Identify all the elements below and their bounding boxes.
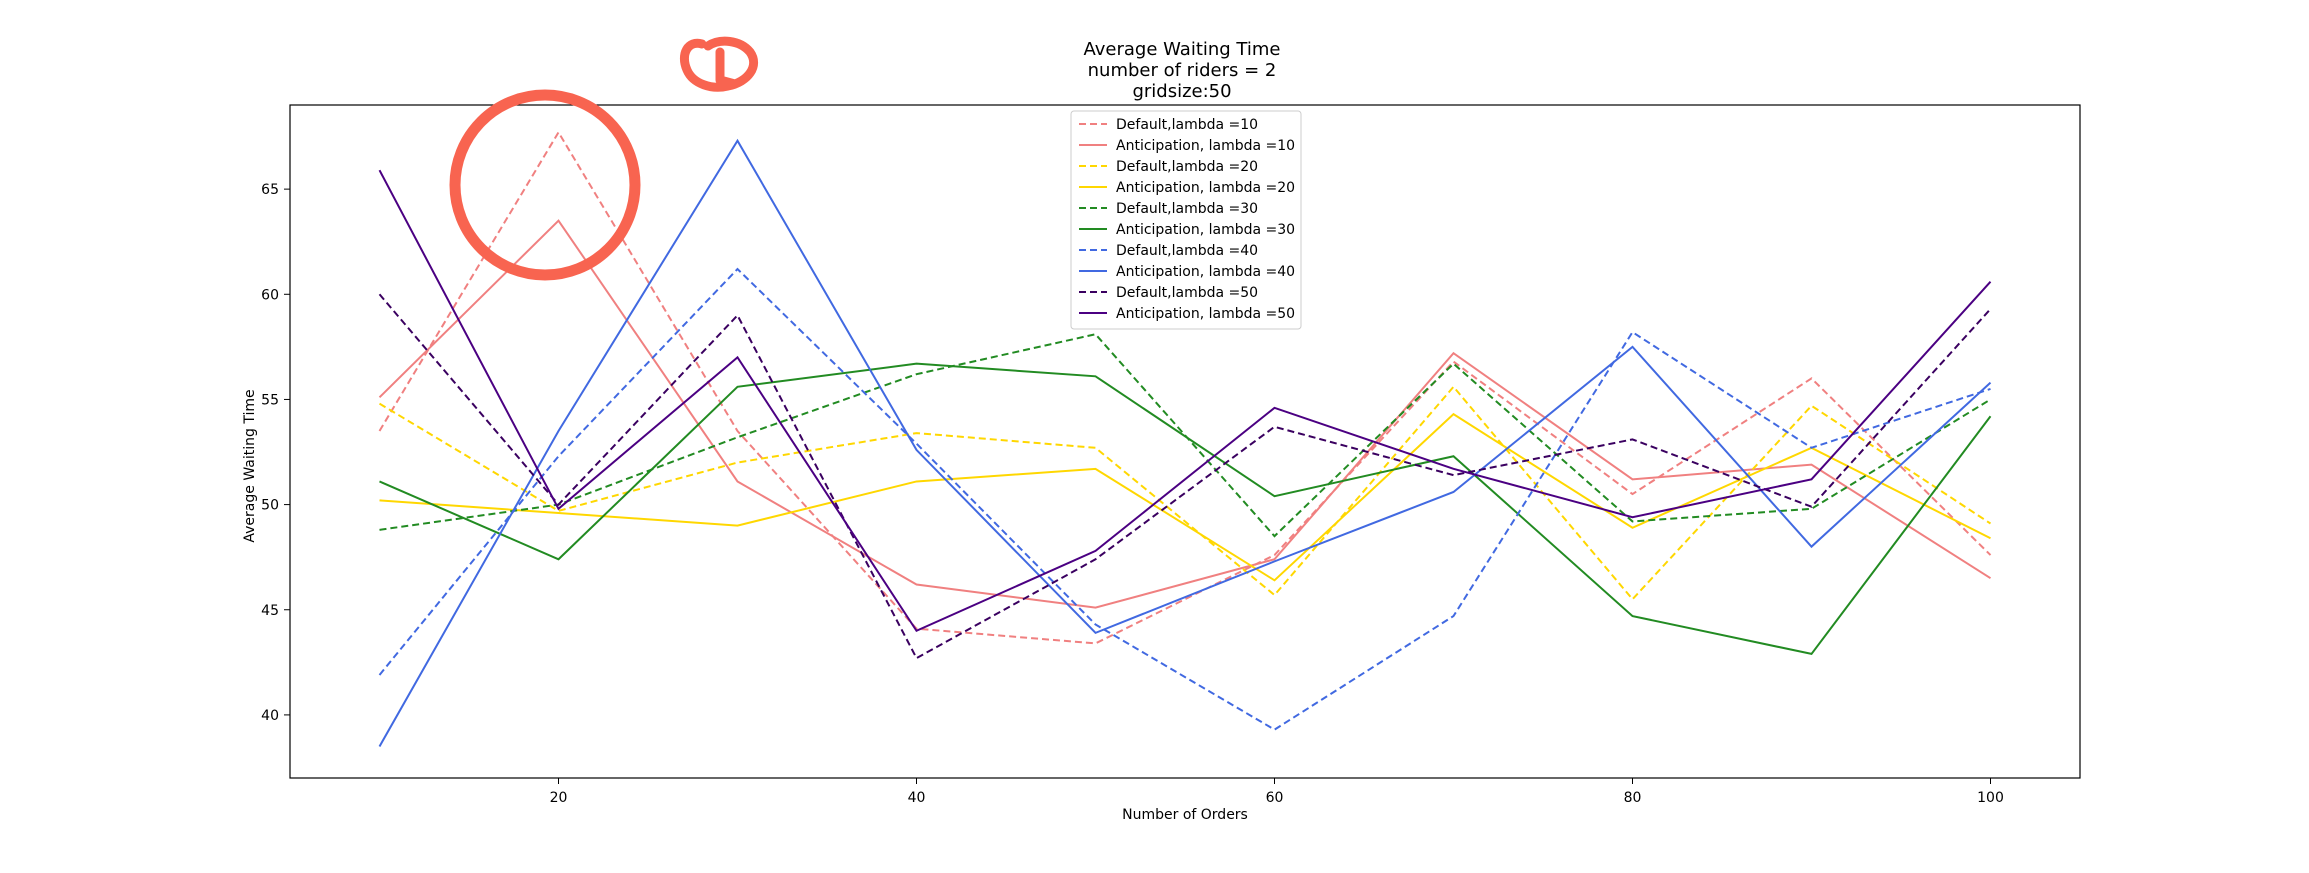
highlight-circle-annotation (449, 89, 641, 281)
legend-label: Anticipation, lambda =10 (1116, 138, 1295, 154)
legend-label: Anticipation, lambda =20 (1116, 180, 1295, 196)
y-tick-label: 50 (261, 498, 279, 514)
series-line-10 (378, 169, 1992, 633)
handwritten-mark-annotation (679, 36, 759, 92)
x-tick-label: 60 (1266, 790, 1284, 806)
series-line-6 (379, 362, 1992, 656)
legend-label: Anticipation, lambda =40 (1116, 264, 1295, 280)
y-tick-label: 45 (261, 603, 279, 619)
y-tick-label: 65 (261, 182, 279, 198)
y-axis-label: Average Waiting Time (242, 389, 258, 542)
y-tick-label: 60 (261, 287, 279, 303)
series-line-3 (378, 385, 1992, 601)
legend: Default,lambda =10 Anticipation, lambda =… (1070, 110, 1302, 330)
x-axis-label: Number of Orders (1122, 807, 1248, 823)
x-tick-label: 80 (1624, 790, 1642, 806)
legend-label: Anticipation, lambda =30 (1116, 222, 1295, 238)
legend-label: Default,lambda =40 (1116, 243, 1258, 259)
x-tick-label: 40 (908, 790, 926, 806)
legend-label: Default,lambda =10 (1116, 117, 1258, 133)
legend-label: Default,lambda =50 (1116, 285, 1258, 301)
chart-title-line-3: gridsize:50 (1132, 81, 1231, 102)
chart-title-line-1: Average Waiting Time (1084, 39, 1281, 60)
chart-title: Average Waiting Time number of riders = … (1084, 39, 1281, 102)
y-tick-label: 55 (261, 392, 279, 408)
legend-label: Anticipation, lambda =50 (1116, 306, 1295, 322)
series-line-2 (378, 219, 1992, 609)
series-line-7 (378, 267, 1991, 731)
series-line-8 (378, 138, 1992, 747)
chart-title-line-2: number of riders = 2 (1088, 60, 1277, 81)
x-tick-label: 100 (1977, 790, 2004, 806)
y-tick-label: 40 (261, 708, 279, 724)
plot-area: 20 40 60 80 100 40 45 50 55 60 65 (261, 104, 2081, 806)
legend-box (1070, 110, 1302, 330)
x-tick-label: 20 (550, 790, 568, 806)
series-line-4 (379, 412, 1991, 582)
annotation-layer (449, 36, 759, 281)
plot-frame (289, 104, 2081, 779)
legend-label: Default,lambda =30 (1116, 201, 1258, 217)
series-line-1 (378, 130, 1992, 645)
legend-label: Default,lambda =20 (1116, 159, 1258, 175)
